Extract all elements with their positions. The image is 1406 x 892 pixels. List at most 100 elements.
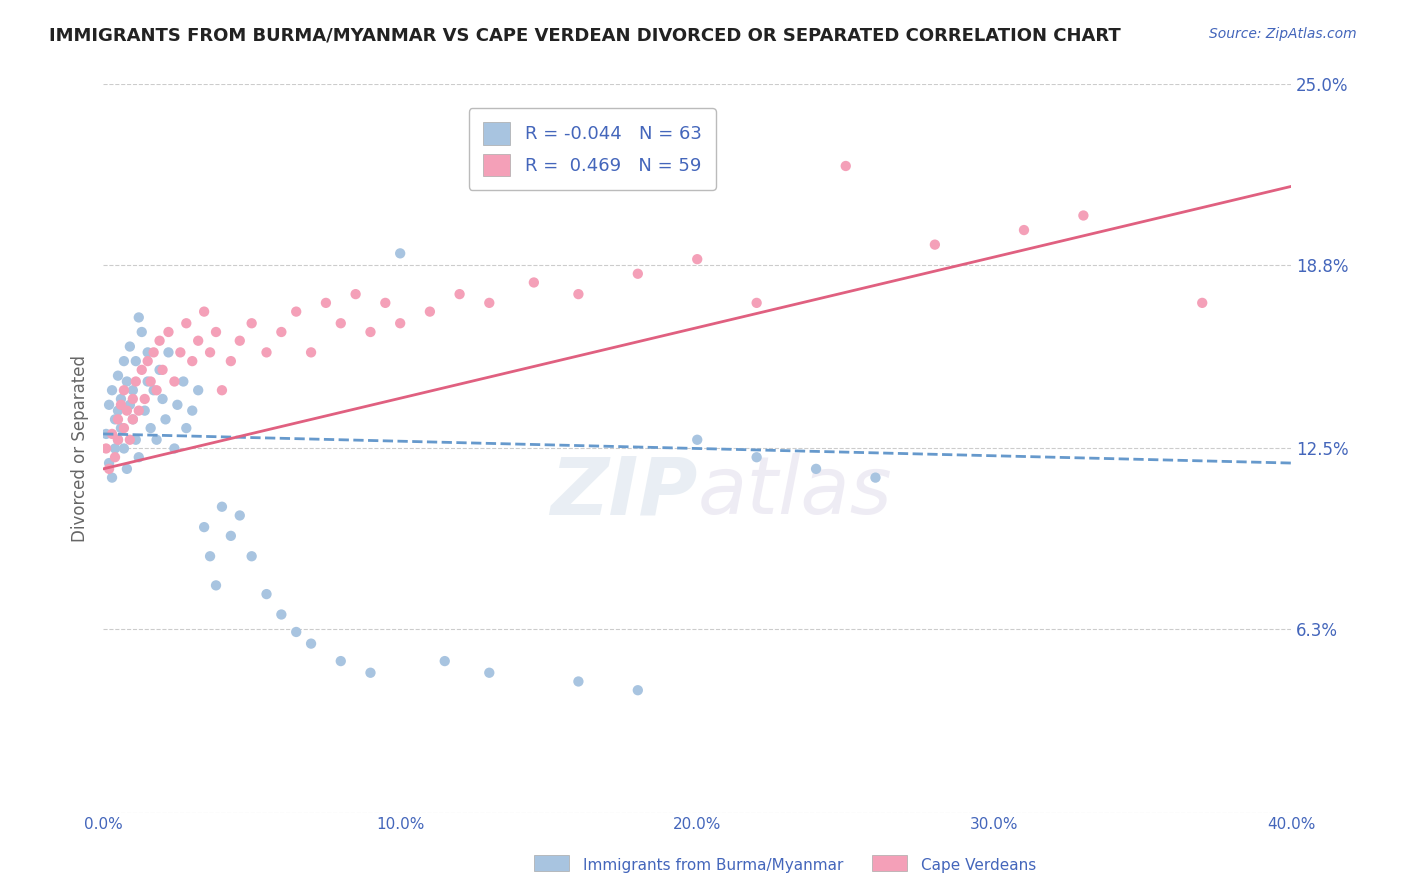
Point xyxy=(155,412,177,426)
Point xyxy=(121,412,143,426)
Point xyxy=(315,296,337,310)
Point xyxy=(198,345,221,359)
Point xyxy=(187,334,209,348)
Point xyxy=(110,398,132,412)
Point xyxy=(134,403,156,417)
Point xyxy=(107,433,129,447)
Point xyxy=(163,375,186,389)
Point xyxy=(112,383,135,397)
Text: ZIP: ZIP xyxy=(550,453,697,531)
Point xyxy=(686,433,709,447)
Point xyxy=(359,325,381,339)
Point xyxy=(107,433,129,447)
Point xyxy=(157,325,180,339)
Point xyxy=(193,304,215,318)
Point xyxy=(107,403,129,417)
Point xyxy=(121,383,143,397)
Point xyxy=(157,345,180,359)
Point xyxy=(198,549,221,564)
Point xyxy=(139,375,162,389)
Point xyxy=(115,375,138,389)
Text: IMMIGRANTS FROM BURMA/MYANMAR VS CAPE VERDEAN DIVORCED OR SEPARATED CORRELATION : IMMIGRANTS FROM BURMA/MYANMAR VS CAPE VE… xyxy=(49,27,1121,45)
Point xyxy=(139,421,162,435)
Point xyxy=(389,316,412,330)
Point xyxy=(166,398,188,412)
Point xyxy=(125,354,148,368)
Point xyxy=(745,296,768,310)
Point xyxy=(152,363,174,377)
Text: Immigrants from Burma/Myanmar: Immigrants from Burma/Myanmar xyxy=(583,858,844,872)
Point xyxy=(219,529,242,543)
Point xyxy=(523,276,546,290)
Point xyxy=(176,316,198,330)
Point xyxy=(169,345,191,359)
Point xyxy=(924,237,946,252)
Point xyxy=(136,345,159,359)
Point xyxy=(94,442,117,456)
Point xyxy=(125,375,148,389)
Point xyxy=(285,624,308,639)
Point xyxy=(134,392,156,406)
Point xyxy=(181,403,204,417)
Point xyxy=(152,392,174,406)
Legend: R = -0.044   N = 63, R =  0.469   N = 59: R = -0.044 N = 63, R = 0.469 N = 59 xyxy=(468,108,716,190)
Point xyxy=(145,383,167,397)
Point xyxy=(299,345,322,359)
Point xyxy=(112,442,135,456)
Point xyxy=(229,334,252,348)
Point xyxy=(110,421,132,435)
Point xyxy=(107,412,129,426)
Point xyxy=(240,316,263,330)
Point xyxy=(148,334,170,348)
Y-axis label: Divorced or Separated: Divorced or Separated xyxy=(72,355,89,542)
Point xyxy=(419,304,441,318)
Point xyxy=(835,159,858,173)
Text: Cape Verdeans: Cape Verdeans xyxy=(921,858,1036,872)
Point xyxy=(118,433,141,447)
Point xyxy=(131,363,153,377)
Text: atlas: atlas xyxy=(697,453,891,531)
Point xyxy=(329,316,352,330)
Point xyxy=(98,456,121,470)
Point xyxy=(205,325,228,339)
Point xyxy=(115,462,138,476)
Point xyxy=(270,607,292,622)
Point xyxy=(142,345,165,359)
Point xyxy=(101,383,124,397)
Point xyxy=(478,665,501,680)
Point xyxy=(172,375,194,389)
Point xyxy=(112,354,135,368)
Point xyxy=(193,520,215,534)
Point xyxy=(229,508,252,523)
Point xyxy=(176,421,198,435)
Point xyxy=(118,340,141,354)
Point xyxy=(98,462,121,476)
Point xyxy=(101,426,124,441)
Point xyxy=(256,587,278,601)
Point xyxy=(136,375,159,389)
Point xyxy=(240,549,263,564)
Point xyxy=(107,368,129,383)
Point xyxy=(433,654,456,668)
Point xyxy=(128,310,150,325)
Point xyxy=(865,470,887,484)
Point xyxy=(181,354,204,368)
Point xyxy=(163,442,186,456)
Point xyxy=(449,287,471,301)
Point xyxy=(211,500,233,514)
Point xyxy=(1191,296,1213,310)
Point xyxy=(344,287,367,301)
Point xyxy=(627,267,650,281)
Point xyxy=(101,470,124,484)
Point xyxy=(329,654,352,668)
Point xyxy=(627,683,650,698)
Point xyxy=(211,383,233,397)
Point xyxy=(270,325,292,339)
Point xyxy=(115,403,138,417)
Text: Source: ZipAtlas.com: Source: ZipAtlas.com xyxy=(1209,27,1357,41)
Point xyxy=(142,383,165,397)
Point xyxy=(125,433,148,447)
Point xyxy=(219,354,242,368)
Point xyxy=(121,392,143,406)
Point xyxy=(1073,209,1095,223)
